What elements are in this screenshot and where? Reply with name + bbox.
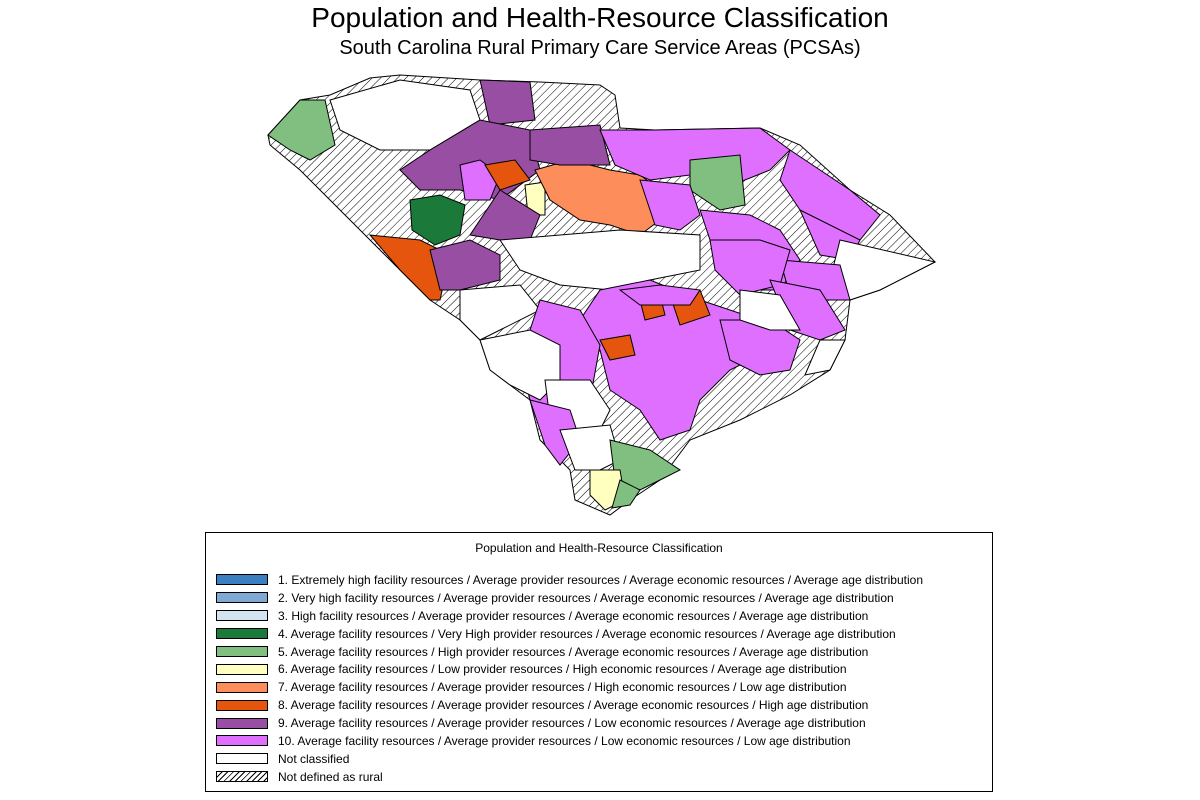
legend-item: 7. Average facility resources / Average …	[216, 678, 923, 696]
legend-item: Not classified	[216, 750, 923, 768]
legend-item: 8. Average facility resources / Average …	[216, 696, 923, 714]
legend-label: Not defined as rural	[278, 769, 383, 784]
legend-label: 2. Very high facility resources / Averag…	[278, 590, 894, 605]
legend-item: 5. Average facility resources / High pro…	[216, 643, 923, 661]
legend-swatch	[216, 610, 268, 622]
pcsa-region	[599, 334, 636, 361]
legend-swatch	[216, 646, 268, 657]
legend-item: 9. Average facility resources / Average …	[216, 714, 923, 732]
legend-swatch	[216, 735, 268, 747]
legend-item: 1. Extremely high facility resources / A…	[216, 571, 923, 589]
legend-label: 3. High facility resources / Average pro…	[278, 608, 869, 623]
legend-label: 10. Average facility resources / Average…	[278, 733, 851, 748]
south-carolina-pcsa-map	[267, 74, 937, 516]
pcsa-region	[618, 284, 701, 306]
pcsa-region	[267, 99, 336, 161]
legend-item: 6. Average facility resources / Low prov…	[216, 660, 923, 678]
legend-swatch	[216, 717, 268, 729]
pcsa-region	[739, 289, 801, 331]
pcsa-region	[409, 194, 466, 246]
pcsa-region	[524, 181, 546, 216]
pcsa-region	[611, 479, 641, 509]
legend-swatch	[216, 663, 268, 675]
legend-label: 8. Average facility resources / Average …	[278, 698, 869, 713]
pcsa-region	[484, 159, 531, 191]
pcsa-region	[529, 124, 611, 166]
legend-label: 7. Average facility resources / Average …	[278, 680, 847, 695]
legend-item: 2. Very high facility resources / Averag…	[216, 589, 923, 607]
legend-swatch	[216, 699, 268, 711]
legend-label: 4. Average facility resources / Very Hig…	[278, 626, 896, 641]
pcsa-region	[559, 424, 621, 471]
legend-swatch	[216, 628, 268, 640]
pcsa-region	[429, 239, 501, 291]
legend-swatch	[216, 771, 268, 783]
legend-item: 10. Average facility resources / Average…	[216, 732, 923, 750]
legend-item: 4. Average facility resources / Very Hig…	[216, 625, 923, 643]
pcsa-region	[804, 339, 846, 376]
legend-swatch	[216, 681, 268, 693]
legend-label: 5. Average facility resources / High pro…	[278, 644, 869, 659]
legend-label: 9. Average facility resources / Average …	[278, 716, 866, 731]
legend-item: 3. High facility resources / Average pro…	[216, 607, 923, 625]
legend-swatch	[216, 574, 268, 586]
legend: Population and Health-Resource Classific…	[205, 532, 993, 792]
map-subtitle: South Carolina Rural Primary Care Servic…	[339, 37, 861, 59]
legend-swatch	[216, 753, 268, 765]
legend-title: Population and Health-Resource Classific…	[475, 541, 723, 555]
legend-label: 6. Average facility resources / Low prov…	[278, 662, 847, 677]
legend-item: Not defined as rural	[216, 768, 923, 786]
pcsa-region	[459, 284, 541, 341]
pcsa-region	[479, 79, 536, 126]
legend-label: Not classified	[278, 751, 350, 766]
legend-swatch	[216, 592, 268, 604]
map-title: Population and Health-Resource Classific…	[311, 2, 889, 33]
pcsa-region	[639, 179, 701, 231]
legend-label: 1. Extremely high facility resources / A…	[278, 572, 923, 587]
